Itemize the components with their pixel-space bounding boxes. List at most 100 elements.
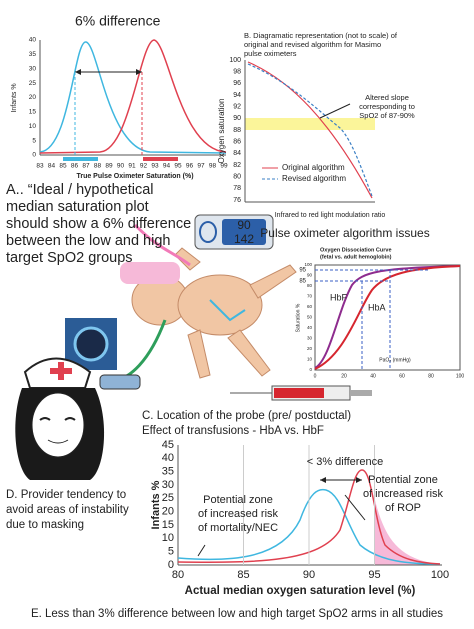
x-tick-label: 86: [71, 163, 79, 170]
caption: C. Location of the probe (pre/ postducta…: [142, 410, 351, 422]
marker-label: 95: [299, 268, 306, 274]
low-target-curve: [177, 488, 441, 565]
y-tick-label: 40: [29, 37, 37, 44]
y-tick-label: 15: [162, 519, 174, 531]
panel-e-plot: [177, 445, 442, 566]
annotation: SpO2 of 87-90%: [359, 111, 415, 120]
x-tick-label: 85: [59, 163, 67, 170]
panel-title: pulse oximeters: [244, 49, 297, 58]
y-tick-label: 25: [29, 80, 37, 87]
y-tick-label: 78: [233, 185, 241, 192]
monitor-icon: [199, 221, 217, 243]
x-tick-label: 20: [341, 373, 347, 379]
x-tick-label: 92: [140, 163, 148, 170]
x-tick-label: 80: [428, 373, 434, 379]
heading: Pulse oximeter algorithm issues: [260, 226, 429, 240]
baby: [131, 247, 297, 379]
x-tick-label: 84: [48, 163, 56, 170]
caption: A.. “Ideal / hypothetical: [6, 182, 154, 198]
nurse-eyes: [39, 417, 76, 421]
panel-title: original and revised algorithm for Masim…: [244, 40, 381, 49]
x-tick-label: 91: [128, 163, 136, 170]
caption: between the low and high: [6, 233, 170, 249]
y-tick-label: 35: [162, 466, 174, 478]
rop-zone: [375, 500, 440, 565]
baby-arm: [174, 247, 201, 271]
high-target-curve: [177, 469, 441, 565]
y-tick-label: 45: [162, 439, 174, 451]
x-tick-label: 83: [36, 163, 44, 170]
y-tick-label: 82: [233, 162, 241, 169]
tube: [109, 319, 167, 384]
high-target-curve: [39, 39, 227, 154]
baby-leg: [227, 329, 271, 377]
syringe-blood: [274, 388, 324, 398]
dissociation-plot: [314, 264, 461, 371]
y-tick-label: 98: [233, 69, 241, 76]
x-tick-label: 100: [456, 373, 465, 379]
panel-b-plot: [244, 60, 375, 203]
nurse-cross: [50, 362, 72, 380]
caption: Effect of transfusions - HbA vs. HbF: [142, 425, 324, 437]
x-tick-label: 95: [368, 569, 380, 581]
nurse-mouth: [47, 439, 69, 444]
y-tick-label: 92: [233, 103, 241, 110]
y-tick-label: 30: [162, 479, 174, 491]
caption: D. Provider tendency to: [6, 489, 126, 501]
y-tick-label: 84: [233, 150, 241, 157]
pointer: [319, 103, 351, 119]
caption: avoid areas of instability: [6, 504, 129, 516]
y-tick-label: 40: [307, 325, 313, 330]
x-tick-label: 40: [370, 373, 376, 379]
y-tick-label: 70: [307, 294, 313, 299]
annotation: Potential zone: [203, 494, 273, 506]
x-tick-label: 90: [303, 569, 315, 581]
panel-title: 6% difference: [75, 13, 161, 29]
annotation: Altered slope: [365, 93, 409, 102]
probe-wire: [209, 299, 246, 322]
baby-body: [177, 274, 263, 336]
legend-label: Original algorithm: [282, 163, 345, 172]
syringe-plunger: [350, 390, 372, 396]
plot-title: (fetal vs. adult hemoglobin): [320, 254, 392, 260]
y-tick-label: 0: [309, 367, 312, 372]
probe-lens: [73, 326, 109, 362]
x-axis-label: Infrared to red light modulation ratio: [275, 212, 386, 219]
pointer: [344, 494, 366, 521]
y-tick-label: 20: [307, 346, 313, 351]
y-tick-label: 25: [162, 492, 174, 504]
y-tick-label: 0: [168, 559, 174, 571]
monitor: [194, 214, 274, 250]
y-tick-label: 30: [29, 65, 37, 72]
y-tick-label: 76: [233, 197, 241, 204]
annotation: of ROP: [385, 502, 421, 514]
curve-label: HbF: [330, 292, 348, 302]
x-tick-label: 89: [105, 163, 113, 170]
revised-curve: [247, 63, 373, 197]
x-axis-label: True Pulse Oximeter Saturation (%): [76, 173, 193, 180]
caption: E. Less than 3% difference between low a…: [31, 608, 443, 620]
annotation: of mortality/NEC: [198, 522, 278, 534]
caption: median saturation plot: [6, 199, 149, 215]
annotation: corresponding to: [359, 102, 415, 111]
y-tick-label: 20: [162, 506, 174, 518]
highlight-band: [245, 118, 375, 130]
y-tick-label: 10: [29, 123, 37, 130]
baby-leg: [187, 329, 211, 379]
x-tick-label: 98: [209, 163, 217, 170]
y-tick-label: 0: [32, 152, 36, 159]
x-tick-label: 95: [174, 163, 182, 170]
nurse-face: [31, 392, 85, 458]
x-tick-label: 97: [197, 163, 205, 170]
monitor-value: 142: [234, 232, 254, 246]
connector: [99, 374, 141, 390]
y-tick-label: 90: [307, 273, 313, 278]
x-tick-label: 94: [163, 163, 171, 170]
y-tick-label: 10: [162, 532, 174, 544]
y-tick-label: 80: [233, 173, 241, 180]
x-tick-label: 0: [314, 373, 317, 379]
x-tick-label: 85: [237, 569, 249, 581]
y-axis-label: Infants %: [11, 83, 18, 112]
y-tick-label: 96: [233, 80, 241, 87]
y-tick-label: 40: [162, 452, 174, 464]
